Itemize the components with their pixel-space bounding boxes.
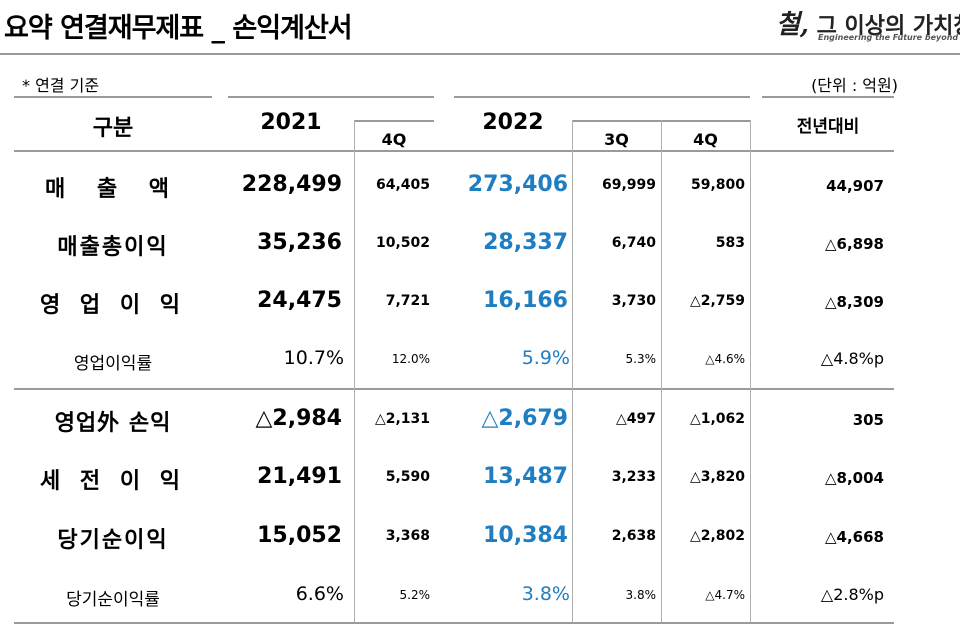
operating-margin-2022: 5.9% bbox=[522, 347, 570, 369]
net-margin-2021: 6.6% bbox=[296, 583, 344, 605]
row-label-operating-profit: 영 업 이 익 bbox=[14, 287, 212, 319]
net-margin-2021-q4: 5.2% bbox=[400, 588, 431, 602]
pretax-income-2022-q3: 3,233 bbox=[612, 469, 656, 485]
col-divider-2022-q3 bbox=[572, 120, 573, 622]
revenue-yoy: 44,907 bbox=[826, 177, 884, 195]
operating-margin-2021: 10.7% bbox=[284, 347, 344, 369]
header-bottom-line bbox=[14, 150, 894, 152]
net-margin-2022: 3.8% bbox=[522, 583, 570, 605]
row-label-revenue: 매 출 액 bbox=[14, 171, 212, 203]
section-divider bbox=[14, 388, 894, 390]
row-label-net-income: 당기순이익 bbox=[14, 522, 212, 554]
operating-margin-2022-q3: 5.3% bbox=[626, 352, 657, 366]
header-2022-q4: 4Q bbox=[661, 130, 750, 149]
net-income-2022-q4: △2,802 bbox=[690, 528, 745, 544]
header-2022-q3: 3Q bbox=[572, 130, 661, 149]
logo-tagline: Engineering the Future beyond Steel bbox=[818, 33, 960, 42]
pretax-income-yoy: △8,004 bbox=[825, 469, 884, 487]
gross-profit-2021: 35,236 bbox=[257, 230, 342, 255]
operating-profit-2021: 24,475 bbox=[257, 288, 342, 313]
title-divider bbox=[0, 53, 960, 55]
col-divider-2022-q4 bbox=[661, 120, 662, 622]
table-bottom-line bbox=[14, 622, 894, 624]
header-category: 구분 bbox=[14, 110, 212, 142]
gross-profit-2022-q4: 583 bbox=[716, 235, 745, 251]
operating-profit-2021-q4: 7,721 bbox=[386, 293, 430, 309]
gross-profit-2021-q4: 10,502 bbox=[376, 235, 430, 251]
gross-profit-2022-q3: 6,740 bbox=[612, 235, 656, 251]
header-subline-2021 bbox=[354, 120, 434, 122]
operating-margin-yoy: △4.8%p bbox=[821, 349, 884, 368]
revenue-2022-q3: 69,999 bbox=[602, 177, 656, 193]
operating-profit-2022-q3: 3,730 bbox=[612, 293, 656, 309]
row-label-pretax-income: 세 전 이 익 bbox=[14, 463, 212, 495]
pretax-income-2021: 21,491 bbox=[257, 464, 342, 489]
non-operating-yoy: 305 bbox=[853, 411, 884, 429]
logo-first-char: 철, bbox=[776, 10, 809, 40]
header-line-category bbox=[14, 96, 212, 98]
col-divider-yoy bbox=[750, 120, 751, 622]
net-margin-2022-q4: △4.7% bbox=[705, 588, 745, 602]
non-operating-2022-q4: △1,062 bbox=[690, 411, 745, 427]
non-operating-2021-q4: △2,131 bbox=[375, 411, 430, 427]
col-divider-2021-q4 bbox=[354, 120, 355, 622]
row-label-gross-profit: 매출총이익 bbox=[14, 229, 212, 261]
row-label-net-margin: 당기순이익률 bbox=[14, 585, 212, 610]
header-line-2022 bbox=[454, 96, 750, 98]
row-label-operating-margin: 영업이익률 bbox=[14, 349, 212, 374]
header-2021: 2021 bbox=[228, 110, 354, 135]
operating-profit-2022-q4: △2,759 bbox=[690, 293, 745, 309]
header-2022: 2022 bbox=[454, 110, 572, 135]
pretax-income-2021-q4: 5,590 bbox=[386, 469, 430, 485]
net-income-2021-q4: 3,368 bbox=[386, 528, 430, 544]
revenue-2021-q4: 64,405 bbox=[376, 177, 430, 193]
revenue-2022: 273,406 bbox=[468, 172, 568, 197]
net-margin-yoy: △2.8%p bbox=[821, 585, 884, 604]
consolidated-note: * 연결 기준 bbox=[22, 72, 99, 96]
net-income-yoy: △4,668 bbox=[825, 528, 884, 546]
net-income-2022-q3: 2,638 bbox=[612, 528, 656, 544]
operating-margin-2022-q4: △4.6% bbox=[705, 352, 745, 366]
header-yoy: 전년대비 bbox=[762, 112, 894, 137]
non-operating-2022: △2,679 bbox=[481, 406, 568, 431]
pretax-income-2022-q4: △3,820 bbox=[690, 469, 745, 485]
operating-profit-yoy: △8,309 bbox=[825, 293, 884, 311]
gross-profit-2022: 28,337 bbox=[483, 230, 568, 255]
pretax-income-2022: 13,487 bbox=[483, 464, 568, 489]
non-operating-2022-q3: △497 bbox=[616, 411, 656, 427]
page-title: 요약 연결재무제표 _ 손익계산서 bbox=[4, 6, 352, 45]
revenue-2022-q4: 59,800 bbox=[691, 177, 745, 193]
row-label-non-operating: 영업外 손익 bbox=[14, 405, 212, 437]
net-income-2021: 15,052 bbox=[257, 523, 342, 548]
revenue-2021: 228,499 bbox=[242, 172, 342, 197]
header-2021-q4: 4Q bbox=[354, 130, 434, 149]
net-margin-2022-q3: 3.8% bbox=[626, 588, 657, 602]
company-logo: 철, 그 이상의 가치창조 Engineering the Future bey… bbox=[776, 4, 956, 48]
gross-profit-yoy: △6,898 bbox=[825, 235, 884, 253]
operating-profit-2022: 16,166 bbox=[483, 288, 568, 313]
header-line-2021 bbox=[228, 96, 434, 98]
non-operating-2021: △2,984 bbox=[255, 406, 342, 431]
header-line-yoy bbox=[762, 96, 894, 98]
net-income-2022: 10,384 bbox=[483, 523, 568, 548]
unit-note: (단위 : 억원) bbox=[811, 72, 898, 96]
operating-margin-2021-q4: 12.0% bbox=[392, 352, 430, 366]
